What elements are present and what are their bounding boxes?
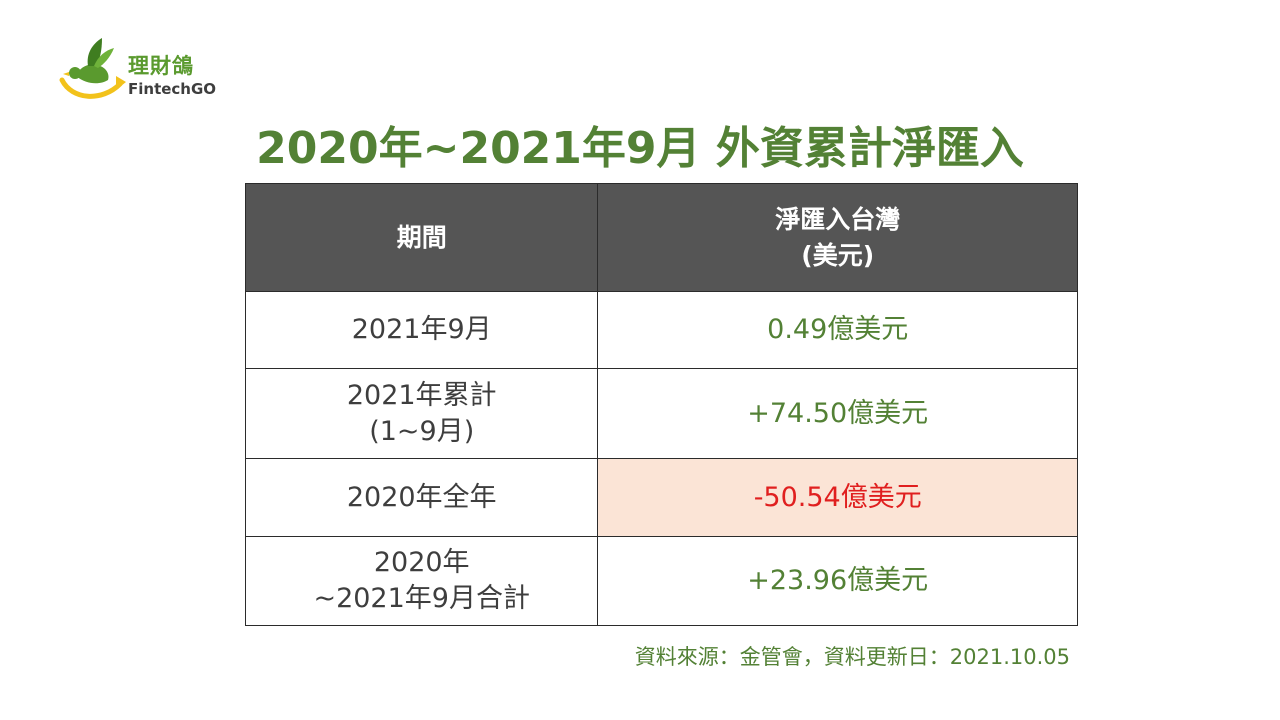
period-cell: 2020年全年 [244, 458, 599, 537]
table-header-row: 期間 淨匯入台灣 (美元) [244, 183, 1078, 292]
table-row: 2020年全年 -50.54億美元 [244, 458, 1078, 537]
value-cell: 0.49億美元 [597, 291, 1078, 369]
table-row: 2021年9月 0.49億美元 [244, 291, 1078, 369]
period-line1: 2021年累計 [346, 379, 497, 411]
period-line2: (1~9月) [369, 415, 475, 447]
value-cell: +74.50億美元 [597, 368, 1078, 459]
header-period: 期間 [244, 183, 599, 292]
period-line1: 2020年 [373, 547, 470, 578]
period-cell: 2021年9月 [244, 291, 599, 369]
period-cell: 2021年累計 (1~9月) [244, 368, 599, 459]
period-line1: 2021年9月 [351, 314, 492, 345]
value-cell-negative: -50.54億美元 [597, 458, 1078, 537]
period-cell: 2020年 ~2021年9月合計 [244, 536, 599, 626]
period-line2: ~2021年9月合計 [313, 583, 530, 614]
table-row: 2020年 ~2021年9月合計 +23.96億美元 [244, 536, 1078, 626]
header-net-inflow-line2: (美元) [801, 240, 875, 270]
source-note: 資料來源：金管會，資料更新日：2021.10.05 [634, 645, 1070, 669]
net-inflow-table: 期間 淨匯入台灣 (美元) 2021年9月 0.49億美元 2021年累計 (1… [244, 183, 1078, 626]
header-net-inflow-line1: 淨匯入台灣 [775, 204, 901, 234]
page-title: 2020年~2021年9月 外資累計淨匯入 [256, 123, 1024, 174]
dove-logo-icon [59, 38, 126, 99]
logo-text-cn: 理財鴿 [128, 54, 194, 78]
brand-logo: 理財鴿 FintechGO [58, 36, 218, 106]
period-line1: 2020年全年 [346, 481, 497, 513]
logo-text-en: FintechGO [128, 80, 217, 98]
table-row: 2021年累計 (1~9月) +74.50億美元 [244, 368, 1078, 459]
header-net-inflow: 淨匯入台灣 (美元) [597, 183, 1078, 292]
value-cell: +23.96億美元 [597, 536, 1078, 626]
